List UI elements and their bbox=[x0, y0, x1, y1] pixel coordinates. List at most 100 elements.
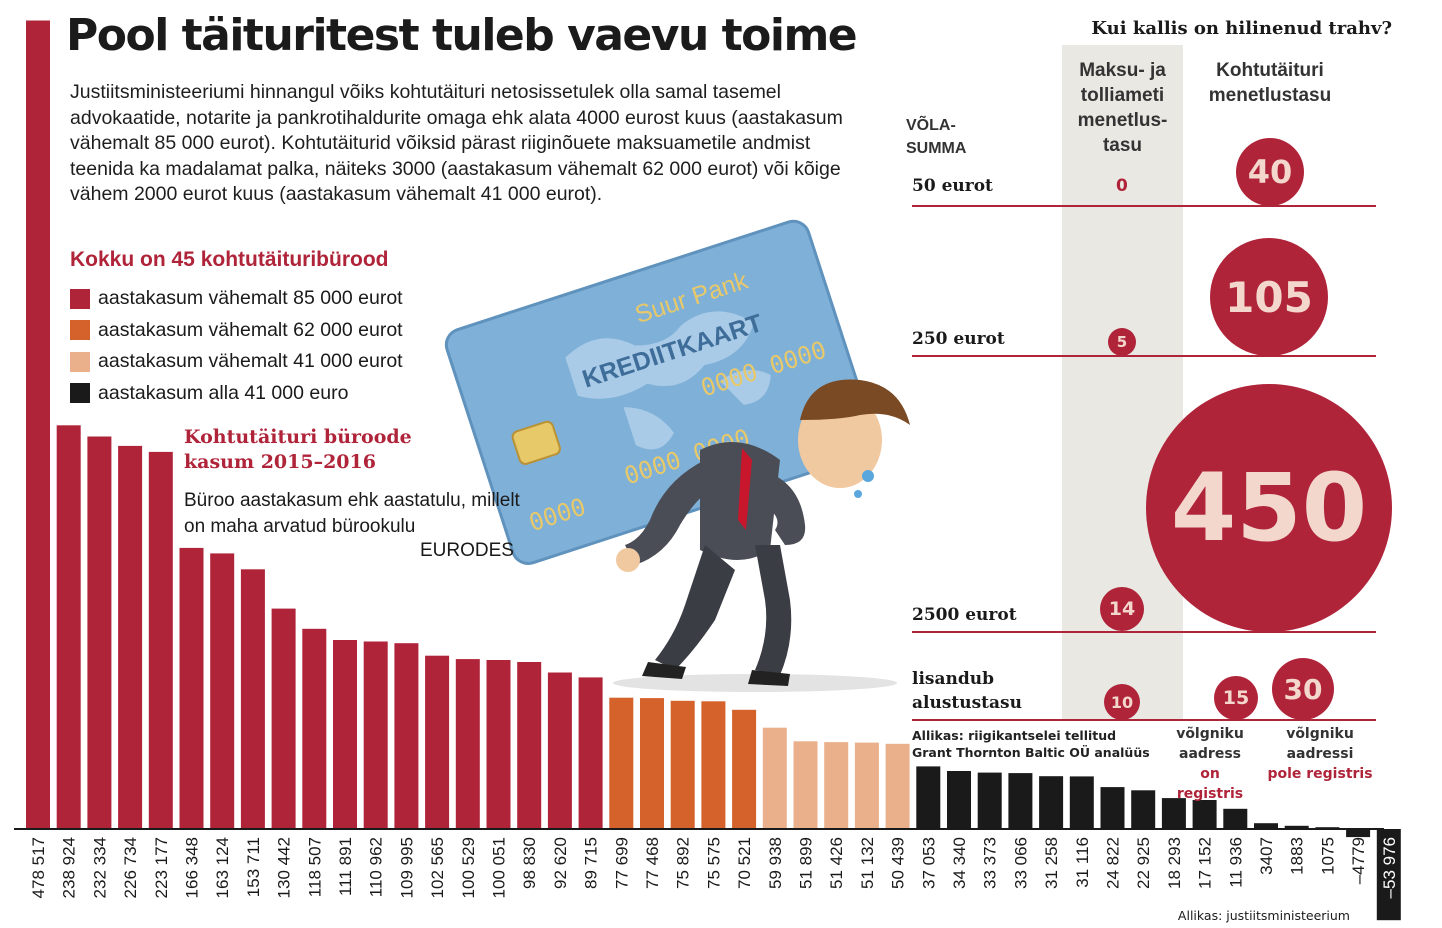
intro-paragraph: Justiitsministeeriumi hinnangul võiks ko… bbox=[70, 81, 843, 205]
tax-fee-250: 5 bbox=[1108, 328, 1136, 356]
tick-label: 51 426 bbox=[827, 837, 846, 889]
col-head-debt: VÕLA- SUMMA bbox=[906, 117, 967, 157]
bar bbox=[609, 697, 634, 829]
bar bbox=[210, 553, 235, 829]
tick-label: 118 507 bbox=[305, 837, 324, 897]
bars-group bbox=[26, 20, 1401, 921]
tick-label: 31 116 bbox=[1073, 837, 1092, 888]
bar bbox=[394, 643, 419, 829]
note-unregistered: võlgniku aadressi pole registris bbox=[1264, 724, 1376, 784]
tick-label: 110 962 bbox=[367, 837, 386, 897]
tick-label: 17 152 bbox=[1196, 837, 1215, 889]
page-title: Pool täituritest tuleb vaevu toime bbox=[66, 10, 858, 61]
bar bbox=[1376, 829, 1401, 921]
row-label-start-fee: lisandub alustustasu bbox=[912, 669, 1022, 713]
bar bbox=[732, 709, 757, 829]
bar bbox=[762, 727, 787, 829]
tick-label: 37 053 bbox=[919, 837, 938, 889]
row-label-50: 50 eurot bbox=[912, 176, 993, 196]
bailiff-fee-50: 40 bbox=[1236, 138, 1304, 206]
tick-label: 100 529 bbox=[459, 837, 478, 898]
man-icon bbox=[616, 379, 910, 686]
note-unregistered-highlight: pole registris bbox=[1267, 766, 1373, 782]
bar bbox=[701, 701, 726, 829]
bar bbox=[1346, 829, 1371, 838]
bar bbox=[824, 742, 849, 829]
legend-label: aastakasum vähemalt 85 000 eurot bbox=[98, 287, 403, 310]
bar bbox=[1069, 776, 1094, 829]
bar bbox=[977, 772, 1002, 829]
fines-title: Kui kallis on hilinenud trahv? bbox=[1091, 18, 1392, 39]
tick-label: 223 177 bbox=[152, 837, 171, 898]
tick-label: 163 124 bbox=[213, 837, 232, 898]
tick-label: 89 715 bbox=[582, 837, 601, 889]
bailiff-fee-start-unregistered: 30 bbox=[1272, 658, 1334, 720]
tick-label: 1883 bbox=[1288, 837, 1307, 875]
bar bbox=[1008, 773, 1033, 829]
tick-label: –53 976 bbox=[1380, 837, 1399, 898]
tick-label: 75 892 bbox=[674, 837, 693, 889]
bar bbox=[148, 451, 173, 829]
bar bbox=[947, 771, 971, 829]
bar bbox=[179, 547, 204, 829]
tick-label: 18 293 bbox=[1165, 837, 1184, 889]
row-label-250: 250 eurot bbox=[912, 329, 1005, 349]
tax-fee-50: 0 bbox=[1116, 176, 1128, 196]
tick-label: 478 517 bbox=[29, 837, 48, 898]
tick-label: 226 734 bbox=[121, 837, 140, 898]
tick-label: 70 521 bbox=[735, 837, 754, 889]
bar bbox=[486, 660, 511, 829]
bar bbox=[425, 655, 450, 829]
tick-label: 77 468 bbox=[643, 837, 662, 889]
tick-label: 33 066 bbox=[1011, 837, 1030, 889]
tax-fee-start: 10 bbox=[1104, 684, 1140, 720]
tick-label: 109 995 bbox=[397, 837, 416, 898]
note-registered: võlgniku aadress on registris bbox=[1170, 724, 1250, 804]
tick-label: 33 373 bbox=[981, 837, 1000, 889]
tick-label: 92 620 bbox=[551, 837, 570, 889]
note-registered-text: võlgniku aadress bbox=[1176, 726, 1244, 762]
bar bbox=[333, 640, 357, 829]
bar bbox=[517, 662, 542, 829]
bar bbox=[455, 659, 480, 829]
legend-item: aastakasum vähemalt 85 000 eurot bbox=[70, 283, 403, 315]
bailiff-fee-250: 105 bbox=[1210, 238, 1328, 356]
tick-label: 77 699 bbox=[612, 837, 631, 889]
illustration-man-carrying-card: Suur Pank KREDIITKAART 0000 0000 0000 00… bbox=[444, 219, 910, 692]
legend-swatch bbox=[70, 320, 90, 341]
legend-item: aastakasum alla 41 000 euro bbox=[70, 378, 403, 410]
bar bbox=[26, 20, 50, 829]
bar bbox=[854, 742, 879, 829]
tick-label: 51 899 bbox=[797, 837, 816, 889]
bailiff-fee-2500: 450 bbox=[1146, 384, 1392, 632]
bailiff-fee-start-registered: 15 bbox=[1214, 676, 1258, 720]
bar bbox=[1039, 776, 1064, 829]
legend-swatch bbox=[70, 351, 90, 372]
tick-label: 238 924 bbox=[60, 837, 79, 898]
tick-label: 34 340 bbox=[950, 837, 969, 889]
bar bbox=[547, 672, 572, 829]
tick-label: 11 936 bbox=[1226, 837, 1245, 888]
tick-label: 166 348 bbox=[183, 837, 202, 898]
col-head-tax: Maksu- ja tolliameti menetlus- tasu bbox=[1077, 60, 1168, 156]
bar bbox=[578, 677, 603, 829]
tick-label: 3407 bbox=[1257, 837, 1276, 875]
tick-label: 111 891 bbox=[336, 837, 355, 896]
tick-label: 102 565 bbox=[428, 837, 447, 898]
legend: aastakasum vähemalt 85 000 eurot aastaka… bbox=[70, 283, 403, 409]
fines-source: Allikas: riigikantselei tellitud Grant T… bbox=[912, 728, 1150, 760]
tick-label: –4779 bbox=[1349, 837, 1368, 884]
legend-label: aastakasum alla 41 000 euro bbox=[98, 381, 349, 404]
bar bbox=[1192, 800, 1217, 829]
tax-fee-2500: 14 bbox=[1100, 587, 1144, 631]
chart-title: Kohtutäituri büroode kasum 2015–2016 bbox=[184, 426, 412, 473]
legend-swatch bbox=[70, 383, 90, 404]
bar bbox=[87, 436, 112, 829]
row-label-2500: 2500 eurot bbox=[912, 605, 1017, 625]
bar bbox=[1284, 825, 1309, 829]
bar bbox=[916, 766, 941, 829]
tick-label: 51 132 bbox=[858, 837, 877, 889]
col-head-bailiff: Kohtutäituri menetlustasu bbox=[1208, 60, 1332, 106]
bar bbox=[240, 569, 265, 829]
